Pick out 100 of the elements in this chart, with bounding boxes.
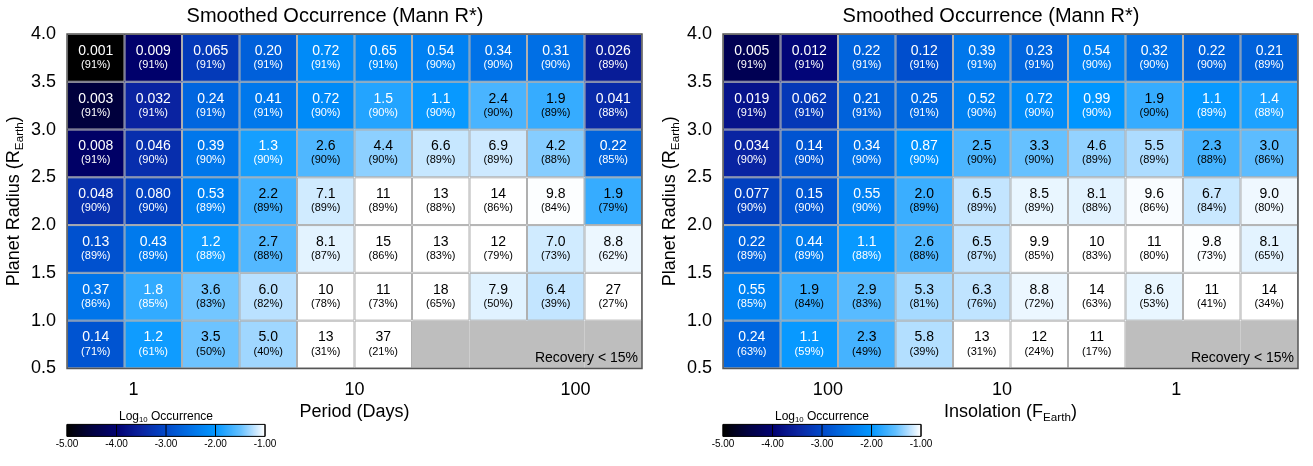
color-bar-label: -1.00: [909, 438, 933, 450]
data-label: 1.2 (88%): [196, 232, 226, 261]
annotation: Recovery < 15%: [534, 349, 638, 366]
data-label: 0.009 (91%): [135, 41, 171, 70]
data-label: 2.6 (88%): [909, 232, 939, 261]
data-label: 4.4 (90%): [368, 137, 398, 166]
data-label: 0.046 (90%): [135, 137, 171, 166]
data-label: 0.25 (91%): [909, 89, 939, 118]
data-label: 14 (34%): [1254, 280, 1284, 309]
x-tick-label: 10: [992, 379, 1013, 400]
y-tick-label: 0.5: [686, 357, 713, 378]
data-label: 2.9 (83%): [852, 280, 882, 309]
data-label: 4.6 (89%): [1082, 137, 1112, 166]
color-bar-label: -4.00: [105, 438, 129, 450]
data-label: 8.1 (87%): [311, 232, 341, 261]
data-label: 0.20 (91%): [253, 41, 283, 70]
data-label: 0.34 (90%): [852, 137, 882, 166]
data-label: 14 (86%): [483, 185, 513, 214]
data-label: 0.55 (85%): [737, 280, 767, 309]
data-label: 0.54 (90%): [426, 41, 456, 70]
data-label: 11 (80%): [1139, 232, 1169, 261]
data-label: 1.1 (59%): [794, 328, 824, 357]
data-label: 4.2 (88%): [541, 137, 571, 166]
data-label: 9.9 (85%): [1024, 232, 1054, 261]
data-label: 1.9 (89%): [541, 89, 571, 118]
data-label: 0.22 (89%): [737, 232, 767, 261]
data-label: 0.52 (90%): [967, 89, 997, 118]
data-label: 27 (27%): [598, 280, 628, 309]
data-label: 11 (41%): [1197, 280, 1227, 309]
x-tick-label: 100: [560, 379, 591, 400]
data-label: 12 (24%): [1024, 328, 1054, 357]
data-label: 8.1 (65%): [1254, 232, 1284, 261]
data-label: 0.37 (86%): [81, 280, 111, 309]
data-label: 0.14 (90%): [794, 137, 824, 166]
data-label: 9.0 (80%): [1254, 185, 1284, 214]
data-label: 1.1 (89%): [1197, 89, 1227, 118]
data-label: 6.7 (84%): [1197, 185, 1227, 214]
data-label: 11 (89%): [368, 185, 398, 214]
data-label: 1.8 (85%): [138, 280, 168, 309]
data-label: 0.87 (90%): [909, 137, 939, 166]
data-label: 0.012 (91%): [791, 41, 827, 70]
data-label: 3.5 (50%): [196, 328, 226, 357]
data-label: 9.6 (86%): [1139, 185, 1169, 214]
data-label: 0.080 (90%): [135, 185, 171, 214]
data-label: 5.8 (39%): [909, 328, 939, 357]
data-label: 0.062 (91%): [791, 89, 827, 118]
data-label: 1.1 (90%): [426, 89, 456, 118]
data-label: 8.6 (53%): [1139, 280, 1169, 309]
data-label: 1.2 (61%): [138, 328, 168, 357]
y-tick-label: 2.0: [686, 214, 713, 235]
data-label: 1.9 (79%): [598, 185, 628, 214]
data-label: 0.14 (71%): [81, 328, 111, 357]
data-label: 0.019 (91%): [734, 89, 770, 118]
data-label: 14 (63%): [1082, 280, 1112, 309]
data-label: 8.8 (72%): [1024, 280, 1054, 309]
color-bar-label: -3.00: [810, 438, 834, 450]
y-axis-title: Planet Radius (REarth): [2, 116, 25, 287]
data-label: 0.32 (90%): [1139, 41, 1169, 70]
y-tick-label: 2.5: [30, 166, 57, 187]
data-label: 0.026 (89%): [595, 41, 631, 70]
data-label: 8.8 (62%): [598, 232, 628, 261]
annotation: Recovery < 15%: [1190, 349, 1294, 366]
data-label: 0.15 (90%): [794, 185, 824, 214]
data-label: 0.13 (89%): [81, 232, 111, 261]
data-label: 1.3 (90%): [253, 137, 283, 166]
data-label: 0.24 (91%): [196, 89, 226, 118]
data-label: 0.001 (91%): [78, 41, 114, 70]
data-label: 0.21 (91%): [852, 89, 882, 118]
x-tick-label: 10: [344, 379, 365, 400]
data-label: 0.22 (90%): [1197, 41, 1227, 70]
data-label: 10 (83%): [1082, 232, 1112, 261]
data-label: 5.5 (89%): [1139, 137, 1169, 166]
x-tick-label: 1: [128, 379, 139, 400]
data-label: 0.72 (90%): [1024, 89, 1054, 118]
y-tick-label: 2.5: [686, 166, 713, 187]
data-label: 2.0 (89%): [909, 185, 939, 214]
data-label: 0.55 (90%): [852, 185, 882, 214]
data-label: 0.22 (85%): [598, 137, 628, 166]
chart-title: Smoothed Occurrence (Mann R*): [186, 3, 484, 26]
data-label: 0.43 (89%): [138, 232, 168, 261]
data-label: 0.005 (91%): [734, 41, 770, 70]
x-tick-label: 100: [812, 379, 843, 400]
data-label: 2.5 (90%): [967, 137, 997, 166]
color-bar-label: -2.00: [860, 438, 884, 450]
chart-title: Smoothed Occurrence (Mann R*): [842, 3, 1140, 26]
x-tick-label: 1: [1171, 379, 1182, 400]
data-label: 0.008 (91%): [78, 137, 114, 166]
data-label: 7.9 (50%): [483, 280, 513, 309]
data-label: 6.6 (89%): [426, 137, 456, 166]
data-label: 15 (86%): [368, 232, 398, 261]
data-label: 13 (31%): [311, 328, 341, 357]
data-label: 0.65 (91%): [368, 41, 398, 70]
y-tick-label: 3.5: [30, 70, 57, 91]
data-label: 2.4 (90%): [483, 89, 513, 118]
y-tick-label: 4.0: [30, 22, 57, 43]
data-label: 6.5 (89%): [967, 185, 997, 214]
data-label: 0.003 (91%): [78, 89, 114, 118]
y-tick-label: 1.0: [30, 309, 57, 330]
data-label: 37 (21%): [368, 328, 398, 357]
y-tick-label: 1.5: [686, 261, 713, 282]
